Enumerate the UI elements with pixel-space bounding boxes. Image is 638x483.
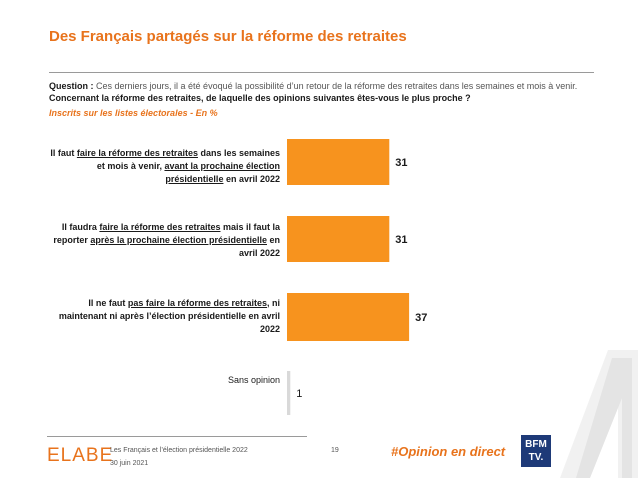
- bar-label-3: Il ne faut pas faire la réforme des retr…: [58, 298, 280, 334]
- bar-label-2: Il faudra faire la réforme des retraites…: [53, 222, 280, 258]
- bar-value-3: 37: [415, 312, 427, 324]
- question-text: Question : Ces derniers jours, il a été …: [49, 80, 594, 104]
- bar-value-2: 31: [395, 234, 407, 246]
- bfmtv-logo: BFM TV.: [521, 435, 551, 467]
- question-label: Question :: [49, 81, 94, 91]
- title-divider: [49, 72, 594, 73]
- study-date: 30 juin 2021: [110, 460, 149, 467]
- bar-2: [287, 216, 390, 262]
- bar-4: [287, 371, 291, 415]
- question-body: Ces derniers jours, il a été évoqué la p…: [96, 81, 578, 91]
- decorative-shape: [560, 350, 638, 483]
- bar-label-1: Il faut faire la réforme des retraites d…: [50, 148, 280, 184]
- bfmtv-logo-line2: TV.: [528, 452, 544, 463]
- bar-1: [287, 139, 390, 185]
- page-number: 19: [331, 447, 339, 454]
- bar-3: [287, 293, 410, 341]
- question-bold: Concernant la réforme des retraites, de …: [49, 93, 471, 103]
- elabe-logo: ELABE: [47, 445, 114, 466]
- bfmtv-logo-line1: BFM: [525, 439, 547, 450]
- bar-value-1: 31: [395, 157, 407, 169]
- page-title: Des Français partagés sur la réforme des…: [49, 28, 407, 45]
- study-name: Les Français et l’élection présidentiell…: [110, 447, 248, 454]
- bar-value-4: 1: [296, 388, 302, 400]
- footer-divider: [47, 436, 307, 437]
- bar-label-4: Sans opinion: [227, 375, 280, 385]
- hashtag: #Opinion en direct: [391, 444, 506, 459]
- base-note: Inscrits sur les listes électorales - En…: [49, 108, 218, 118]
